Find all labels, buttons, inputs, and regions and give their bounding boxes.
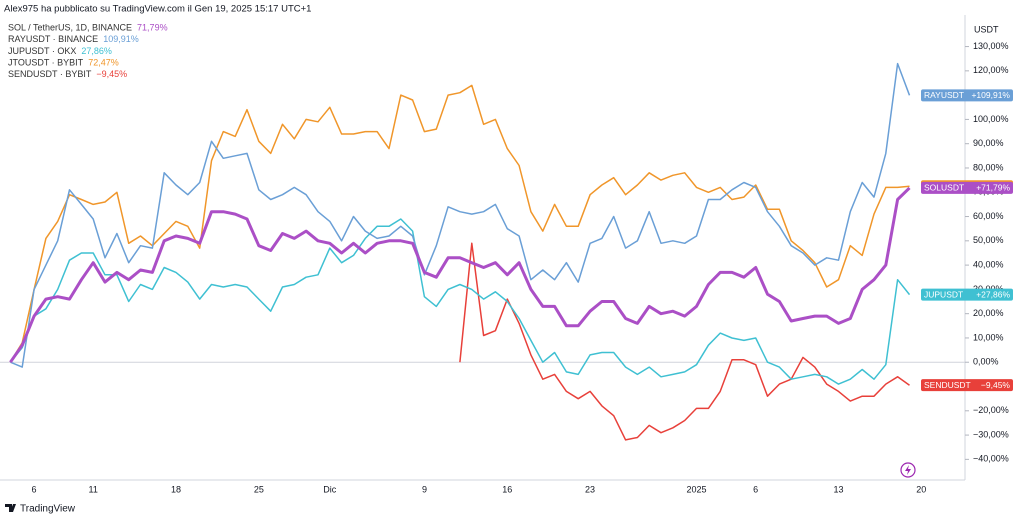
y-tick-label: 20,00% xyxy=(973,308,1004,318)
y-tick-label: 120,00% xyxy=(973,65,1009,75)
series-line xyxy=(9,186,911,364)
price-tag xyxy=(921,89,1013,102)
price-tag-symbol: SENDUSDT xyxy=(924,380,971,390)
y-tick-label: 80,00% xyxy=(973,162,1004,172)
legend-value: 72,47% xyxy=(88,57,119,67)
x-tick-label: 23 xyxy=(585,484,595,494)
y-tick-label: 0,00% xyxy=(973,357,999,367)
y-tick-label: 130,00% xyxy=(973,41,1009,51)
price-tag-value: −9,45% xyxy=(981,380,1011,390)
price-tag xyxy=(921,288,1013,301)
footer: TradingView xyxy=(20,504,76,515)
logo xyxy=(5,504,16,512)
legend-name: SOL / TetherUS, 1D, BINANCE xyxy=(8,22,132,32)
price-tag-value: +71,79% xyxy=(976,183,1010,193)
legend-value: 109,91% xyxy=(103,34,139,44)
y-tick-label: 50,00% xyxy=(973,235,1004,245)
x-tick-label: 9 xyxy=(422,484,427,494)
x-tick-label: 11 xyxy=(89,484,98,494)
y-tick-label: 100,00% xyxy=(973,114,1009,124)
x-tick-label: 16 xyxy=(502,484,512,494)
price-tag-symbol: SOLUSDT xyxy=(924,183,964,193)
series-line xyxy=(10,62,911,368)
y-tick-label: 60,00% xyxy=(973,211,1004,221)
price-tag-symbol: JUPUSDT xyxy=(924,289,963,299)
y-tick-label: −40,00% xyxy=(973,454,1009,464)
x-tick-label: 18 xyxy=(171,484,181,494)
legend-value: 27,86% xyxy=(81,46,112,56)
legend-value: 71,79% xyxy=(137,22,168,32)
legend-name: SENDUSDT · BYBIT xyxy=(8,69,92,79)
event-icon[interactable] xyxy=(900,462,916,478)
series-line xyxy=(459,242,910,441)
x-tick-label: 2025 xyxy=(687,484,707,494)
header: Alex975 ha pubblicato su TradingView.com… xyxy=(4,4,311,15)
event-bolt xyxy=(905,465,911,475)
price-tag-value: +27,86% xyxy=(976,289,1010,299)
x-tick-label: 13 xyxy=(833,484,843,494)
x-tick-label: 25 xyxy=(254,484,264,494)
price-tag xyxy=(921,379,1013,392)
legend-name: RAYUSDT · BINANCE xyxy=(8,34,98,44)
x-tick-label: 20 xyxy=(916,484,926,494)
legend-value: −9,45% xyxy=(96,69,127,79)
y-axis-label: USDT xyxy=(974,24,999,34)
legend-name: JTOUSDT · BYBIT xyxy=(8,57,84,67)
legend-name: JUPUSDT · OKX xyxy=(8,46,76,56)
series-line xyxy=(9,218,911,385)
price-tag-value: +109,91% xyxy=(971,90,1010,100)
x-tick-label: 6 xyxy=(32,484,37,494)
x-tick-label: 6 xyxy=(753,484,758,494)
price-tag-symbol: RAYUSDT xyxy=(924,90,964,100)
y-tick-label: −30,00% xyxy=(973,429,1009,439)
price-tag xyxy=(921,181,1013,194)
y-tick-label: 90,00% xyxy=(973,138,1004,148)
y-tick-label: −20,00% xyxy=(973,405,1009,415)
x-tick-label: Dic xyxy=(323,484,336,494)
y-tick-label: 40,00% xyxy=(973,259,1004,269)
series-line xyxy=(9,84,910,363)
y-tick-label: 10,00% xyxy=(973,332,1004,342)
